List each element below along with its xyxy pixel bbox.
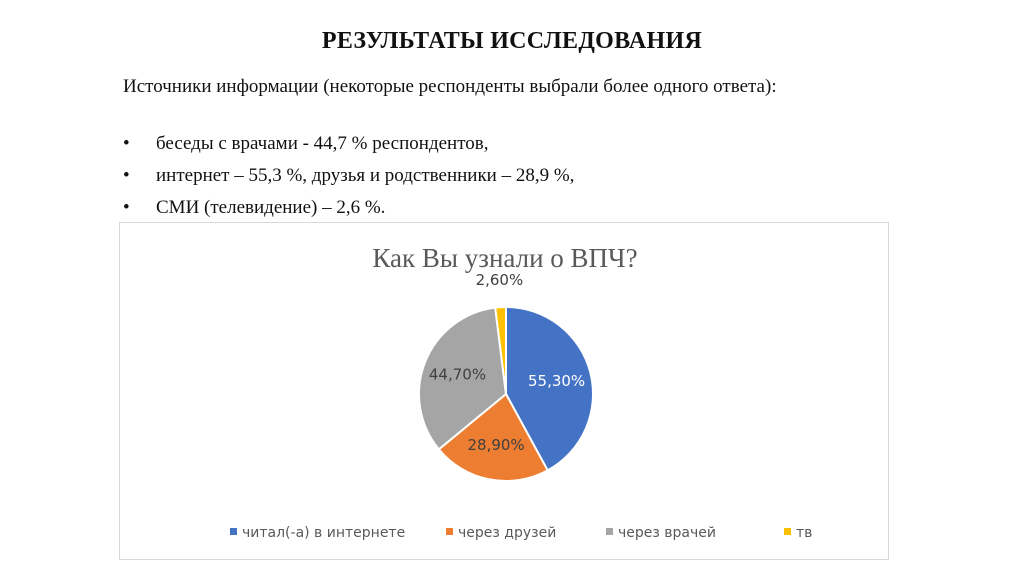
slide-title: РЕЗУЛЬТАТЫ ИССЛЕДОВАНИЯ [321,28,703,54]
slice-tv [494,305,507,395]
label-internet: 55,30% [528,372,585,390]
label-doctors: 44,70% [429,366,486,384]
legend-entry: тв [796,525,812,541]
legend-swatch [446,528,453,535]
legend-swatch [784,528,791,535]
bullet-list: • беседы с врачами - 44,7 % респондентов,… [123,128,863,224]
bullet-item: • беседы с врачами - 44,7 % респондентов, [123,128,863,160]
bullet-text: СМИ (телевидение) – 2,6 %. [156,197,386,218]
label-tv: 2,60% [476,271,524,289]
pie-data-labels: 55,30% 28,90% 44,70% 2,60% [429,271,585,454]
legend-entry: читал(-а) в интернете [242,525,405,541]
pie-chart: Как Вы узнали о ВПЧ? 55,30% 28,90% 44,70% 2… [230,243,812,541]
bullet-dot: • [123,133,130,154]
slice-internet [505,305,594,472]
intro-text: Источники информации (некоторые респонде… [123,76,777,97]
slice-friends [437,392,550,482]
pie-slices [418,305,594,482]
slice-doctors [418,306,508,451]
bullet-dot: • [123,165,130,186]
bullet-item: • интернет – 55,3 %, друзья и родственник… [123,160,863,192]
legend-entry: через врачей [618,525,716,541]
bullet-dot: • [123,197,130,218]
bullet-item: • СМИ (телевидение) – 2,6 %. [123,192,863,224]
bullet-text: беседы с врачами - 44,7 % респондентов, [156,133,489,154]
pie-chart-frame: Как Вы узнали о ВПЧ? 55,30% 28,90% 44,70% 2… [119,222,889,560]
chart-legend: читал(-а) в интернете через друзей через в… [230,525,812,541]
legend-swatch [606,528,613,535]
label-friends: 28,90% [467,436,524,454]
legend-entry: через друзей [458,525,556,541]
bullet-text: интернет – 55,3 %, друзья и родственники… [156,165,575,186]
legend-swatch [230,528,237,535]
chart-title: Как Вы узнали о ВПЧ? [372,243,637,273]
